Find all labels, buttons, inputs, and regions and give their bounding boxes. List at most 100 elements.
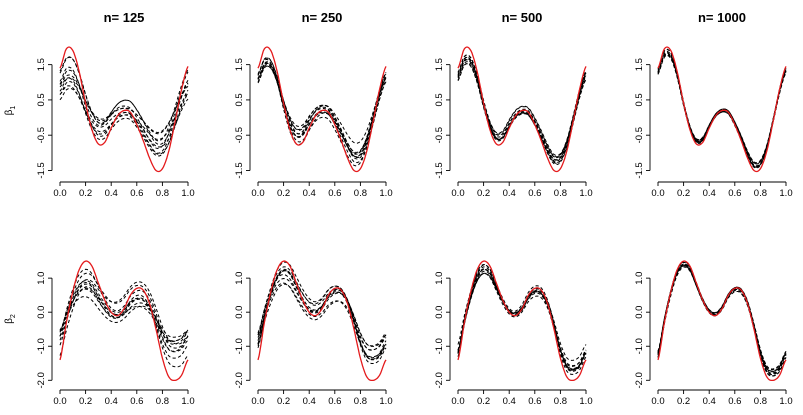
true-function-curve [59,260,189,382]
estimate-curve [657,265,787,377]
estimate-curve [457,61,587,157]
x-tick-label: 0.6 [328,188,341,199]
y-tick-label: -1.0 [234,338,245,354]
true-function-curve [457,46,587,173]
panel-title-3: n= 500 [502,10,543,25]
y-tick-label: 1.5 [234,58,245,71]
x-tick-label: 1.0 [779,396,792,407]
row-label-symbol: β [4,318,15,324]
estimate-curve [657,54,787,167]
x-tick-label: 1.0 [579,188,592,199]
estimate-curve [59,85,189,140]
x-tick-label: 0.0 [651,188,664,199]
estimate-curve [657,261,787,376]
estimate-curve [257,63,387,164]
panel-r2-c3: 0.0 0.2 0.4 0.6 0.8 1.0 -2.0 -1.0 0.0 1.0 [434,260,593,407]
estimate-curve [257,62,387,153]
estimate-curve [657,266,787,377]
x-tick-label: 0.6 [728,396,741,407]
estimate-curve [657,263,787,371]
estimate-curve [257,62,387,159]
estimate-curve [657,265,787,373]
y-tick-label: 0.5 [434,93,445,106]
estimate-curve [257,268,387,364]
estimate-curve [257,283,387,358]
y-tick-label: 1.0 [434,272,445,285]
estimate-curve [657,54,787,165]
estimate-curve [59,288,189,342]
true-function-curve [59,46,189,173]
x-tick-label: 0.4 [303,396,316,407]
estimate-curve [257,269,387,360]
x-tick-label: 0.8 [554,188,567,199]
panel-r1-c2: 0.0 0.2 0.4 0.6 0.8 1.0 -1.5 -0.5 0.5 1.5 [234,46,393,199]
x-tick-label: 0.2 [79,188,92,199]
y-tick-label: -1.0 [434,338,445,354]
x-tick-label: 0.8 [754,188,767,199]
y-tick-label: -0.5 [234,127,245,143]
y-tick-label: 0.5 [234,93,245,106]
panel-r1-c4: 0.0 0.2 0.4 0.6 0.8 1.0 -1.5 -0.5 0.5 1.5 [634,46,793,199]
x-tick-label: 0.2 [477,396,490,407]
curves [257,260,387,382]
estimate-curve [457,263,587,371]
estimate-curve [457,59,587,158]
estimate-curve [457,270,587,370]
x-tick-label: 0.6 [130,188,143,199]
true-function-curve [457,260,587,382]
estimate-curve [59,296,189,338]
y-tick-label: -2.0 [234,372,245,388]
estimate-curve [657,261,787,374]
true-function-curve [257,260,387,382]
estimate-curve [457,269,587,371]
curves [59,260,189,382]
x-tick-label: 0.4 [105,188,118,199]
estimate-curve [457,272,587,367]
x-tick-label: 0.6 [130,396,143,407]
y-tick-label: -0.5 [434,127,445,143]
y-tick-label: -1.5 [434,162,445,178]
y-tick-label: -1.5 [234,162,245,178]
estimate-curve [257,273,387,347]
x-tick-label: 0.0 [651,396,664,407]
estimate-curve [457,266,587,372]
estimate-curve [457,268,587,361]
curves [457,46,587,173]
true-function-curve [657,260,787,382]
x-tick-label: 0.6 [728,188,741,199]
estimate-curve [59,282,189,359]
estimate-curve [457,268,587,375]
x-tick-label: 0.2 [477,188,490,199]
estimate-curve [59,66,189,154]
y-tick-label: 0.0 [234,306,245,319]
estimate-curve [59,272,189,349]
x-tick-label: 0.4 [503,396,516,407]
row-label-1: β1 [4,106,17,116]
y-tick-label: -0.5 [36,127,47,143]
y-tick-label: -0.5 [634,127,645,143]
y-tick-label: -2.0 [634,372,645,388]
y-tick-label: -1.5 [36,162,47,178]
y-tick-label: 0.0 [634,306,645,319]
x-tick-label: 0.0 [451,188,464,199]
panel-r1-c3: 0.0 0.2 0.4 0.6 0.8 1.0 -1.5 -0.5 0.5 1.5 [434,46,593,199]
estimate-curve [59,69,189,145]
estimate-curve [59,80,189,155]
y-tick-label: 1.0 [234,272,245,285]
row-label-subscript: 2 [10,314,17,318]
estimate-curve [257,58,387,158]
estimate-curve [457,272,587,368]
x-tick-label: 0.6 [328,396,341,407]
y-tick-label: 0.5 [36,93,47,106]
x-tick-label: 0.4 [105,396,118,407]
x-tick-label: 0.2 [79,396,92,407]
x-tick-label: 0.0 [53,396,66,407]
true-function-curve [257,46,387,173]
y-tick-label: 1.5 [434,58,445,71]
x-tick-label: 0.8 [156,396,169,407]
estimate-curve [657,264,787,375]
estimate-curve [59,279,189,345]
y-tick-label: 1.5 [36,58,47,71]
x-tick-label: 0.4 [703,188,716,199]
y-tick-label: 1.0 [36,272,47,285]
